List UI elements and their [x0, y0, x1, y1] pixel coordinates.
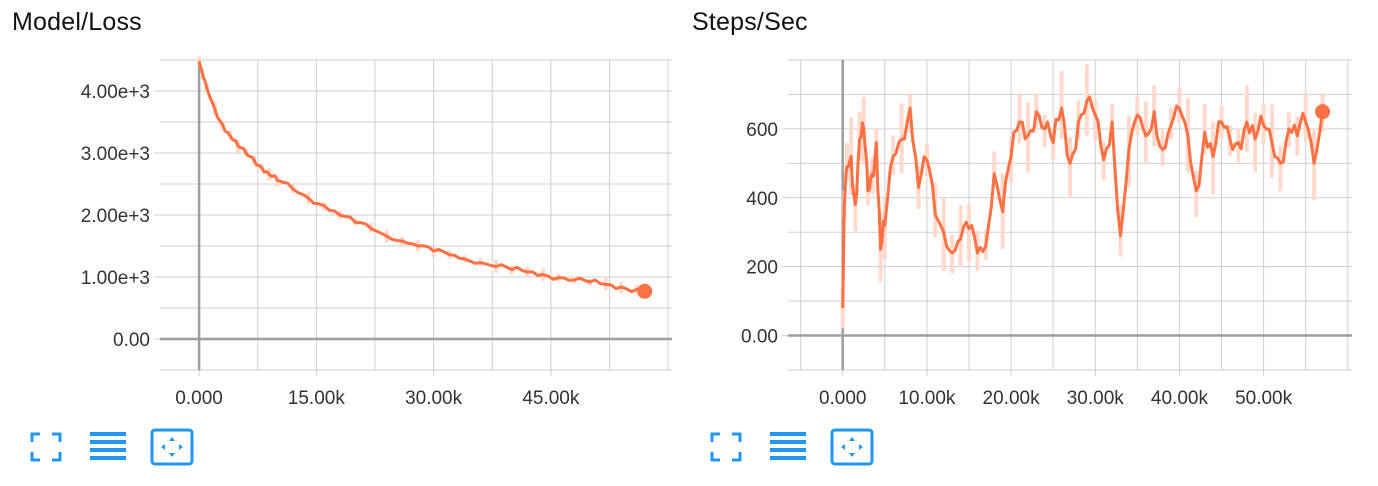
- y-tick-label: 2.00e+3: [81, 206, 150, 227]
- x-tick-label: 0.000: [819, 388, 867, 409]
- x-tick-label: 0.000: [175, 388, 223, 409]
- grid: [788, 59, 1352, 371]
- fit-domain-icon: [150, 428, 194, 466]
- y-tick-label: 400: [746, 189, 778, 210]
- y-tick-label: 600: [746, 120, 778, 141]
- fit-domain-icon: [830, 428, 874, 466]
- x-tick-label: 50.00k: [1235, 388, 1293, 409]
- x-tick-label: 10.00k: [898, 388, 956, 409]
- x-tick-label: 20.00k: [983, 388, 1041, 409]
- x-tick-label: 15.00k: [288, 388, 346, 409]
- chart-card-steps-sec: Steps/Sec 0.00 200 400 600 0.000 10.00k 20.00k…: [680, 0, 1360, 486]
- grid: [160, 59, 672, 371]
- series-group: [840, 64, 1331, 329]
- y-tick-label: 1.00e+3: [81, 268, 150, 289]
- fullscreen-button[interactable]: [28, 428, 72, 466]
- series-raw-band: [197, 56, 647, 298]
- x-tick-label: 30.00k: [1067, 388, 1125, 409]
- x-tick-label: 45.00k: [522, 388, 580, 409]
- y-tick-label: 200: [746, 258, 778, 279]
- series-raw-band: [840, 64, 1325, 329]
- series-last-point[interactable]: [637, 283, 653, 299]
- line-chart[interactable]: 0.00 1.00e+3 2.00e+3 3.00e+3 4.00e+3 0.000 15.…: [0, 0, 680, 486]
- fit-domain-button[interactable]: [150, 428, 194, 466]
- y-tick-label: 0.00: [113, 330, 150, 351]
- fullscreen-button[interactable]: [708, 428, 752, 466]
- series-line[interactable]: [841, 95, 1324, 309]
- series-last-point[interactable]: [1315, 104, 1331, 120]
- data-table-button[interactable]: [768, 428, 812, 466]
- fit-domain-button[interactable]: [830, 428, 874, 466]
- y-tick-label: 0.00: [741, 327, 778, 348]
- chart-card-model-loss: Model/Loss 0.00 1.00e+3 2.00e+3 3.00e+3 4.00…: [0, 0, 680, 486]
- data-table-button[interactable]: [88, 428, 132, 466]
- chart-title: Model/Loss: [12, 8, 142, 36]
- y-tick-label: 4.00e+3: [81, 82, 150, 103]
- chart-title: Steps/Sec: [692, 8, 808, 36]
- fullscreen-icon: [710, 432, 742, 462]
- line-chart[interactable]: 0.00 200 400 600 0.000 10.00k 20.00k 30.00k 40.0…: [680, 0, 1360, 486]
- fullscreen-icon: [30, 432, 62, 462]
- x-tick-label: 40.00k: [1151, 388, 1209, 409]
- series-line[interactable]: [197, 60, 645, 294]
- series-group: [197, 56, 653, 299]
- y-tick-label: 3.00e+3: [81, 144, 150, 165]
- data-table-icon: [770, 432, 806, 460]
- data-table-icon: [90, 432, 126, 460]
- x-tick-label: 30.00k: [405, 388, 463, 409]
